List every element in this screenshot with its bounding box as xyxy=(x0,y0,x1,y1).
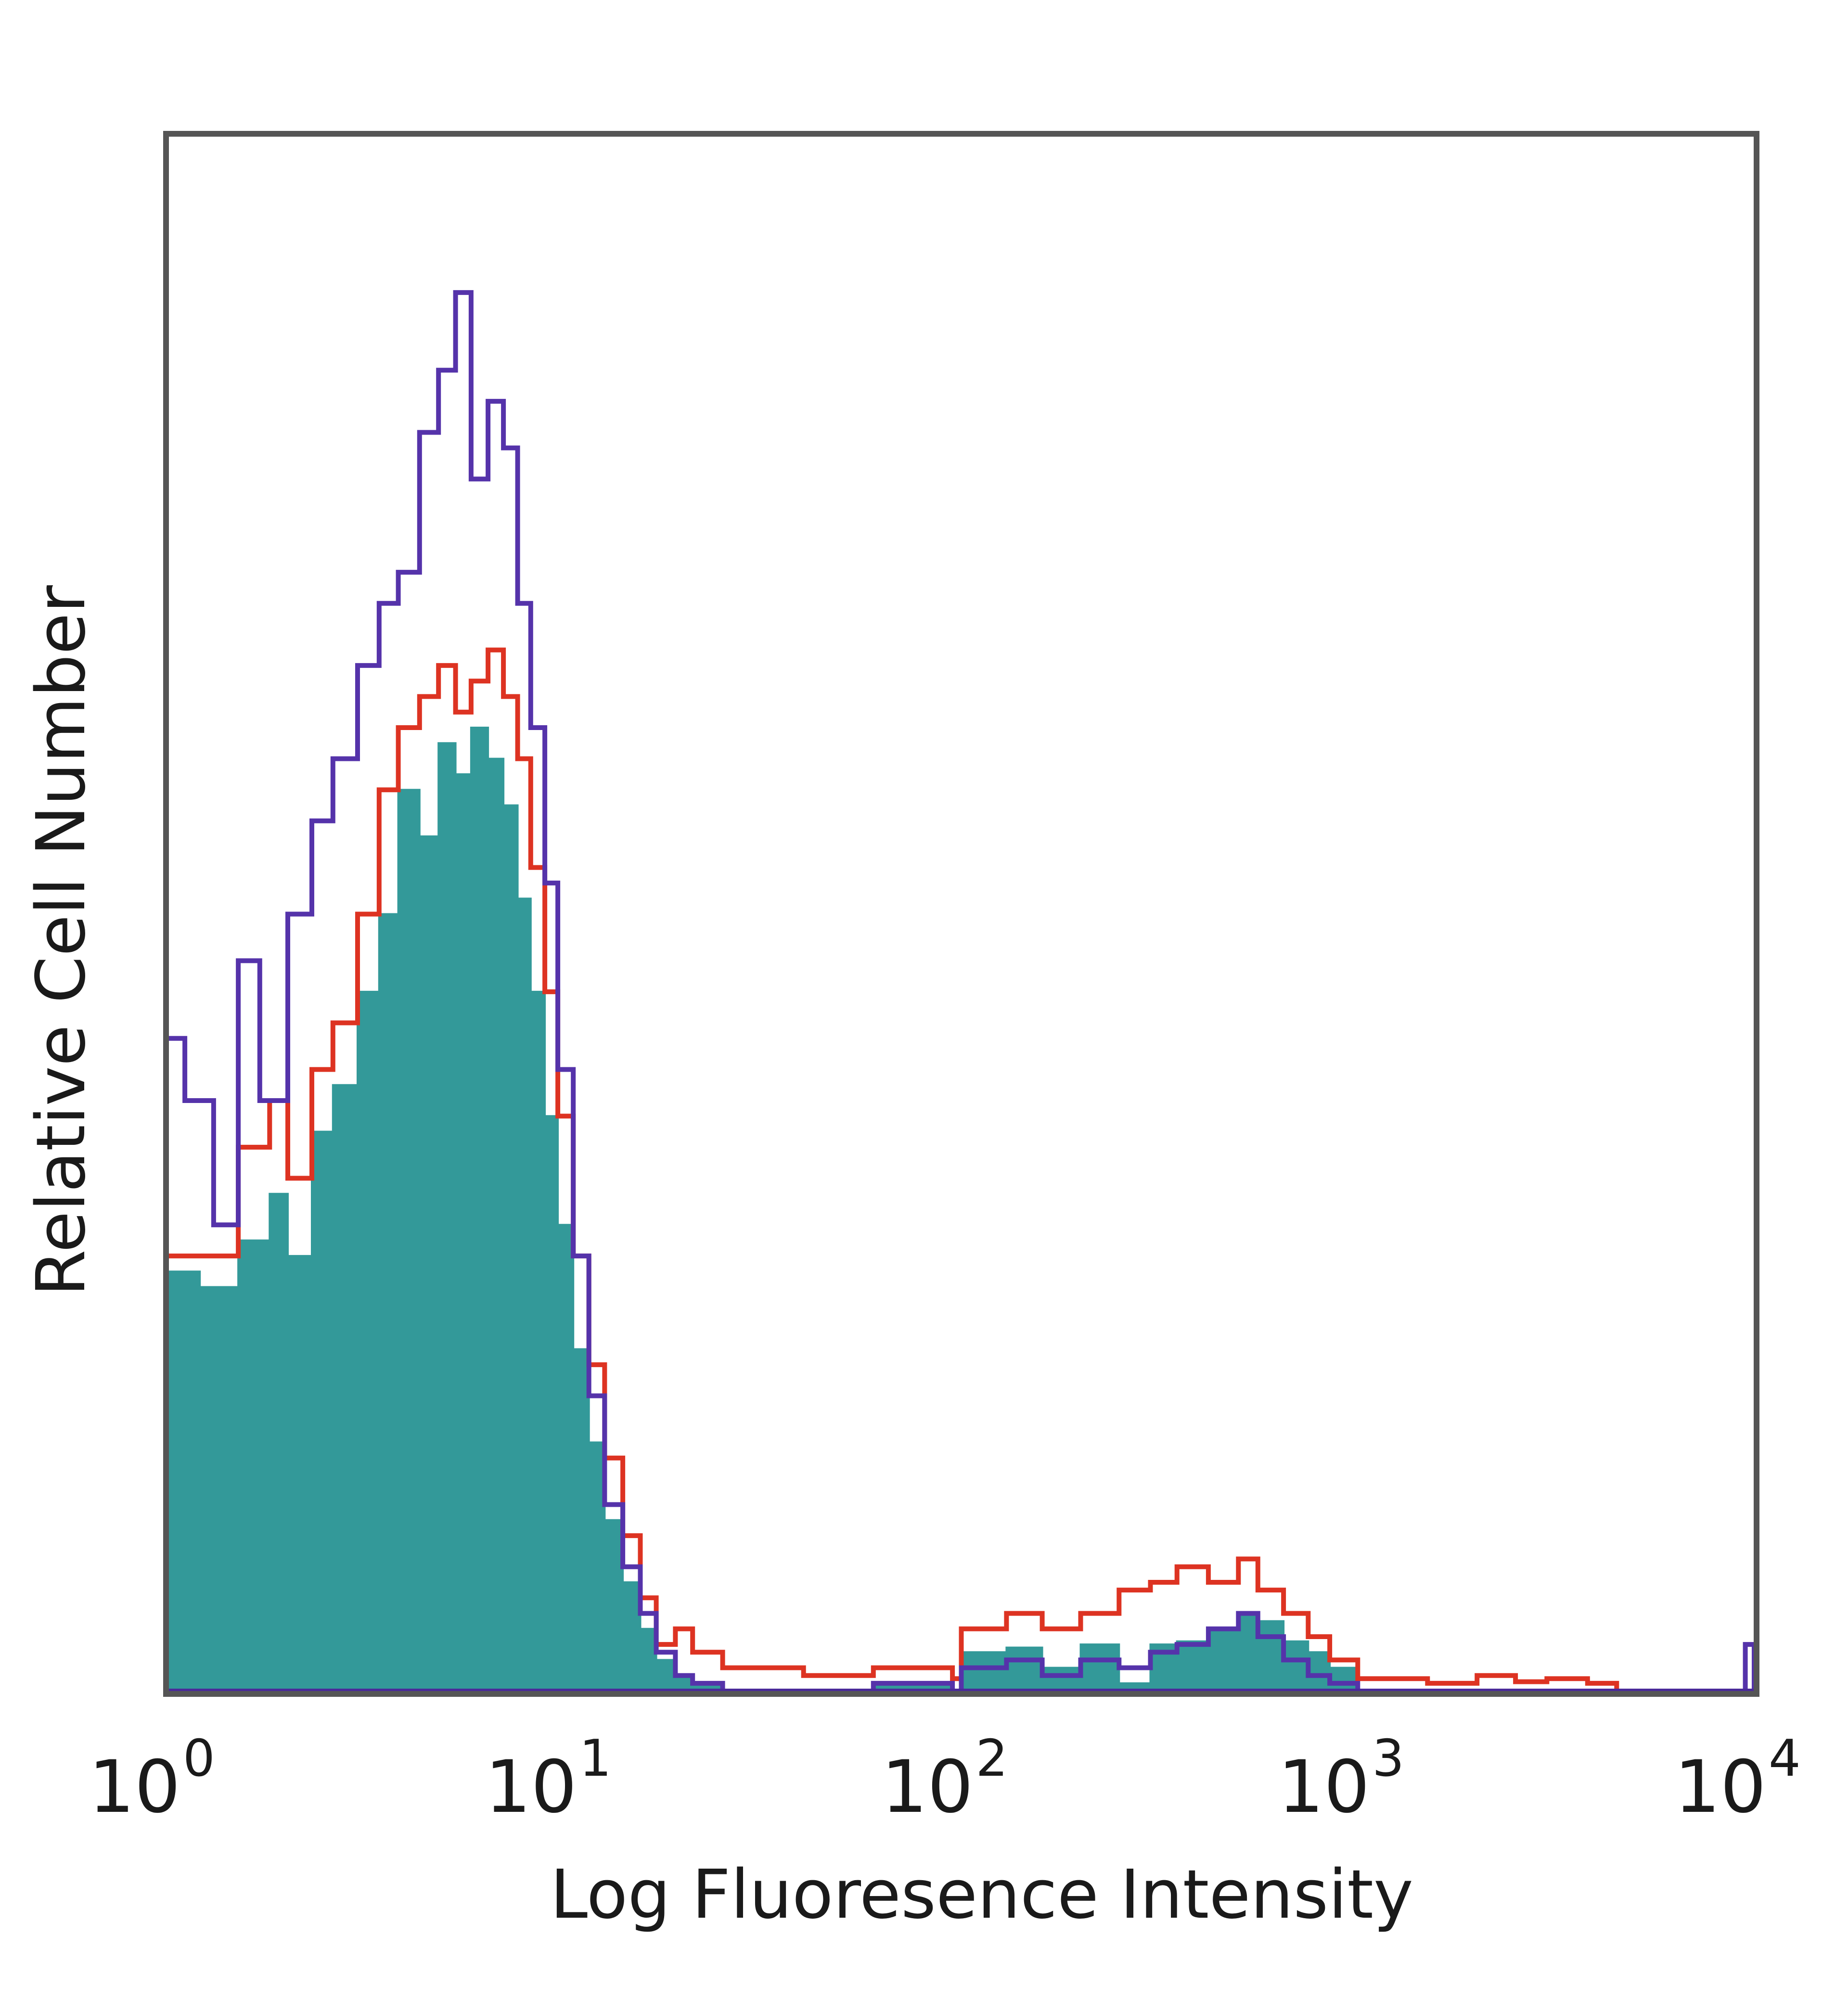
x-tick-label-4: 10 xyxy=(1674,1745,1766,1829)
plot-frame xyxy=(163,131,1759,1697)
x-tick-exponent-3: 3 xyxy=(1372,1729,1404,1788)
y-axis-label: Relative Cell Number xyxy=(22,585,101,1296)
plot-area xyxy=(167,290,1757,1693)
x-tick-labels: 10 0 10 1 10 2 10 3 10 4 xyxy=(89,1729,1801,1829)
x-tick-exponent-0: 0 xyxy=(183,1729,215,1788)
x-tick-exponent-2: 2 xyxy=(976,1729,1008,1788)
x-tick-exponent-4: 4 xyxy=(1769,1729,1801,1788)
x-tick-label-0: 10 xyxy=(89,1745,180,1829)
x-tick-label-3: 10 xyxy=(1278,1745,1370,1829)
histogram-series-1 xyxy=(167,727,1754,1692)
x-tick-exponent-1: 1 xyxy=(579,1729,612,1788)
histogram-series-3 xyxy=(168,290,1757,1693)
x-axis-label: Log Fluoresence Intensity xyxy=(550,1856,1413,1934)
x-tick-label-2: 10 xyxy=(882,1745,974,1829)
x-tick-label-1: 10 xyxy=(485,1745,577,1829)
histogram-series-2 xyxy=(168,647,1754,1693)
